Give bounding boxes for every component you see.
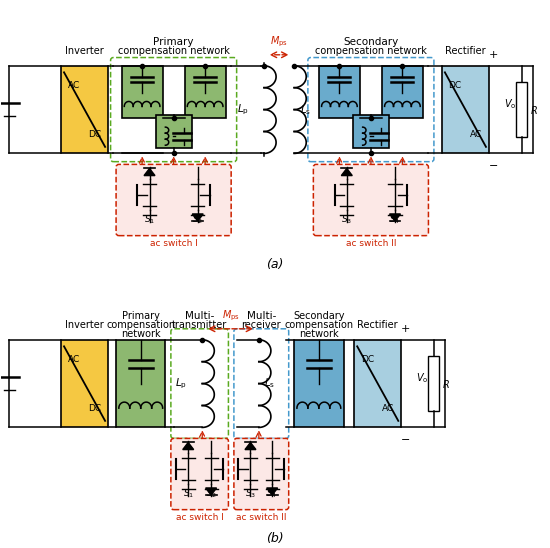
Bar <box>61 66 108 153</box>
Text: compensation: compensation <box>106 320 175 330</box>
Text: network: network <box>299 329 339 339</box>
FancyBboxPatch shape <box>314 164 428 236</box>
Text: $R$: $R$ <box>442 378 450 390</box>
Text: +: + <box>401 324 410 334</box>
Text: $S_{4}$: $S_{4}$ <box>266 488 278 500</box>
Text: ac switch I: ac switch I <box>150 239 197 248</box>
Bar <box>353 115 389 148</box>
Bar <box>428 356 439 411</box>
Bar <box>354 340 401 427</box>
Text: AC: AC <box>68 355 80 363</box>
Bar <box>185 66 226 118</box>
Bar <box>382 66 423 118</box>
Text: $V_{\mathrm{o}}$: $V_{\mathrm{o}}$ <box>504 97 516 111</box>
Polygon shape <box>192 214 203 221</box>
Polygon shape <box>183 442 194 449</box>
Text: DC: DC <box>88 404 101 413</box>
Text: Inverter: Inverter <box>65 320 104 330</box>
Bar <box>319 66 360 118</box>
Text: AC: AC <box>382 404 394 413</box>
Text: $S_{1}$: $S_{1}$ <box>183 488 194 500</box>
Text: Primary: Primary <box>122 311 160 321</box>
Text: Inverter: Inverter <box>65 46 104 56</box>
Text: DC: DC <box>449 81 462 89</box>
Text: Multi-: Multi- <box>246 311 276 321</box>
Text: network: network <box>121 329 161 339</box>
Text: Secondary: Secondary <box>343 37 399 47</box>
Polygon shape <box>389 214 400 221</box>
Polygon shape <box>245 442 256 449</box>
Polygon shape <box>342 168 352 175</box>
Text: compensation network: compensation network <box>315 46 427 56</box>
Text: DC: DC <box>88 130 101 139</box>
Text: AC: AC <box>470 130 482 139</box>
Text: +: + <box>488 50 498 60</box>
Text: $S_{2}$: $S_{2}$ <box>192 214 204 226</box>
Text: $M_{\mathrm{ps}}$: $M_{\mathrm{ps}}$ <box>222 309 239 323</box>
Text: $L_{\mathrm{s}}$: $L_{\mathrm{s}}$ <box>300 102 311 117</box>
Text: $L_{\mathrm{s}}$: $L_{\mathrm{s}}$ <box>265 376 276 391</box>
Bar <box>442 66 489 153</box>
Text: (b): (b) <box>266 532 284 545</box>
Text: transmitter: transmitter <box>172 320 227 330</box>
Text: Primary: Primary <box>153 37 194 47</box>
Text: ac switch II: ac switch II <box>236 513 287 522</box>
Text: $S_{3}$: $S_{3}$ <box>245 488 256 500</box>
Text: Rectifier: Rectifier <box>358 320 398 330</box>
Text: Multi-: Multi- <box>185 311 214 321</box>
Bar <box>294 340 344 427</box>
Bar <box>61 340 108 427</box>
Text: $S_{4}$: $S_{4}$ <box>389 214 401 226</box>
Polygon shape <box>144 168 155 175</box>
Text: $-$: $-$ <box>400 433 410 443</box>
Text: Rectifier: Rectifier <box>445 46 486 56</box>
Bar <box>116 340 166 427</box>
Text: (a): (a) <box>266 258 284 271</box>
Text: $V_{\mathrm{o}}$: $V_{\mathrm{o}}$ <box>416 371 429 385</box>
Text: $R$: $R$ <box>530 104 538 116</box>
Text: $S_{3}$: $S_{3}$ <box>341 214 353 226</box>
Text: $M_{\mathrm{ps}}$: $M_{\mathrm{ps}}$ <box>270 35 288 49</box>
Text: $-$: $-$ <box>488 159 498 169</box>
Text: ac switch I: ac switch I <box>175 513 224 522</box>
FancyBboxPatch shape <box>234 438 289 510</box>
Text: DC: DC <box>361 355 374 363</box>
Text: AC: AC <box>68 81 80 89</box>
Text: $S_{1}$: $S_{1}$ <box>144 214 155 226</box>
Text: $L_{\mathrm{p}}$: $L_{\mathrm{p}}$ <box>236 102 249 117</box>
FancyBboxPatch shape <box>171 438 228 510</box>
Text: $S_{2}$: $S_{2}$ <box>206 488 217 500</box>
Bar <box>122 66 163 118</box>
Bar <box>516 82 527 137</box>
Text: ac switch II: ac switch II <box>345 239 396 248</box>
Bar <box>156 115 192 148</box>
Text: $L_{\mathrm{p}}$: $L_{\mathrm{p}}$ <box>175 376 187 391</box>
Text: Secondary: Secondary <box>293 311 345 321</box>
Text: compensation: compensation <box>284 320 354 330</box>
Polygon shape <box>267 488 278 495</box>
FancyBboxPatch shape <box>116 164 231 236</box>
Text: receiver: receiver <box>241 320 281 330</box>
Text: compensation network: compensation network <box>118 46 229 56</box>
Polygon shape <box>206 488 217 495</box>
